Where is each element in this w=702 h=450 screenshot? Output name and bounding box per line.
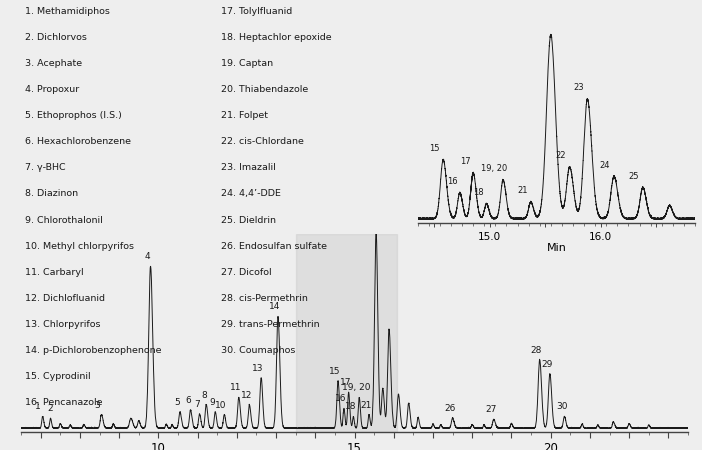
Text: 5. Ethoprophos (I.S.): 5. Ethoprophos (I.S.) xyxy=(25,111,121,120)
Text: 15: 15 xyxy=(429,144,439,153)
Text: 12. Dichlofluanid: 12. Dichlofluanid xyxy=(25,294,105,303)
Text: 7. γ-BHC: 7. γ-BHC xyxy=(25,163,65,172)
Text: 21: 21 xyxy=(518,186,529,195)
Text: 21: 21 xyxy=(361,400,372,410)
Text: 2. Dichlorvos: 2. Dichlorvos xyxy=(25,33,86,42)
Text: 30. Coumaphos: 30. Coumaphos xyxy=(221,346,296,355)
Text: 28: 28 xyxy=(531,346,542,355)
Text: 17. Tolylfluanid: 17. Tolylfluanid xyxy=(221,7,292,16)
Bar xyxy=(296,234,397,432)
Text: 11: 11 xyxy=(230,383,241,392)
Text: 6: 6 xyxy=(185,396,191,405)
Text: 26. Endosulfan sulfate: 26. Endosulfan sulfate xyxy=(221,242,327,251)
Text: 8. Diazinon: 8. Diazinon xyxy=(25,189,78,198)
Text: 4: 4 xyxy=(145,252,150,261)
Text: 19. Captan: 19. Captan xyxy=(221,59,273,68)
Text: 6. Hexachlorobenzene: 6. Hexachlorobenzene xyxy=(25,137,131,146)
Text: 26: 26 xyxy=(444,404,456,413)
Text: 24. 4,4’-DDE: 24. 4,4’-DDE xyxy=(221,189,281,198)
Text: 2: 2 xyxy=(48,404,53,413)
Text: 30: 30 xyxy=(556,402,567,411)
Text: 18. Heptachlor epoxide: 18. Heptachlor epoxide xyxy=(221,33,332,42)
Text: 20. Thiabendazole: 20. Thiabendazole xyxy=(221,85,308,94)
Text: 27. Dicofol: 27. Dicofol xyxy=(221,268,272,277)
Text: 9: 9 xyxy=(210,398,216,407)
Text: 22. cis-Chlordane: 22. cis-Chlordane xyxy=(221,137,304,146)
Text: 27: 27 xyxy=(485,405,497,414)
Text: 1: 1 xyxy=(34,402,41,411)
Text: 13: 13 xyxy=(252,364,264,373)
Text: 9. Chlorothalonil: 9. Chlorothalonil xyxy=(25,216,102,225)
Text: 28. cis-Permethrin: 28. cis-Permethrin xyxy=(221,294,308,303)
Text: 23. Imazalil: 23. Imazalil xyxy=(221,163,276,172)
Text: 19, 20: 19, 20 xyxy=(342,383,371,392)
Text: 19, 20: 19, 20 xyxy=(481,164,508,173)
Text: 3: 3 xyxy=(95,400,100,410)
Text: 11. Carbaryl: 11. Carbaryl xyxy=(25,268,84,277)
Text: 1. Methamidiphos: 1. Methamidiphos xyxy=(25,7,110,16)
Text: 13. Chlorpyrifos: 13. Chlorpyrifos xyxy=(25,320,100,329)
Text: 10. Methyl chlorpyrifos: 10. Methyl chlorpyrifos xyxy=(25,242,133,251)
Text: 17: 17 xyxy=(340,378,352,387)
Text: 7: 7 xyxy=(194,400,199,409)
Text: 23: 23 xyxy=(574,83,584,92)
Text: 16. Pencanazole: 16. Pencanazole xyxy=(25,398,102,407)
Text: 5: 5 xyxy=(174,398,180,407)
Text: 3. Acephate: 3. Acephate xyxy=(25,59,81,68)
Text: 24: 24 xyxy=(600,161,610,170)
Text: 8: 8 xyxy=(201,391,207,400)
Text: 22: 22 xyxy=(555,151,566,160)
Text: 14. p-Dichlorobenzophenone: 14. p-Dichlorobenzophenone xyxy=(25,346,161,355)
Text: 18: 18 xyxy=(473,188,484,197)
Text: 18: 18 xyxy=(345,402,357,411)
Text: 15. Cyprodinil: 15. Cyprodinil xyxy=(25,372,90,381)
Text: 21. Folpet: 21. Folpet xyxy=(221,111,268,120)
Text: 15: 15 xyxy=(329,367,340,376)
Text: 14: 14 xyxy=(269,302,281,311)
Text: 29. trans-Permethrin: 29. trans-Permethrin xyxy=(221,320,319,329)
Text: 25: 25 xyxy=(629,171,640,180)
Text: 16: 16 xyxy=(446,177,458,186)
Text: 29: 29 xyxy=(541,360,552,369)
Text: 4. Propoxur: 4. Propoxur xyxy=(25,85,79,94)
Text: 16: 16 xyxy=(336,394,347,403)
Text: 17: 17 xyxy=(460,157,471,166)
Text: 10: 10 xyxy=(216,400,227,410)
Text: 12: 12 xyxy=(241,391,252,400)
Text: 25. Dieldrin: 25. Dieldrin xyxy=(221,216,276,225)
X-axis label: Min: Min xyxy=(546,243,567,253)
